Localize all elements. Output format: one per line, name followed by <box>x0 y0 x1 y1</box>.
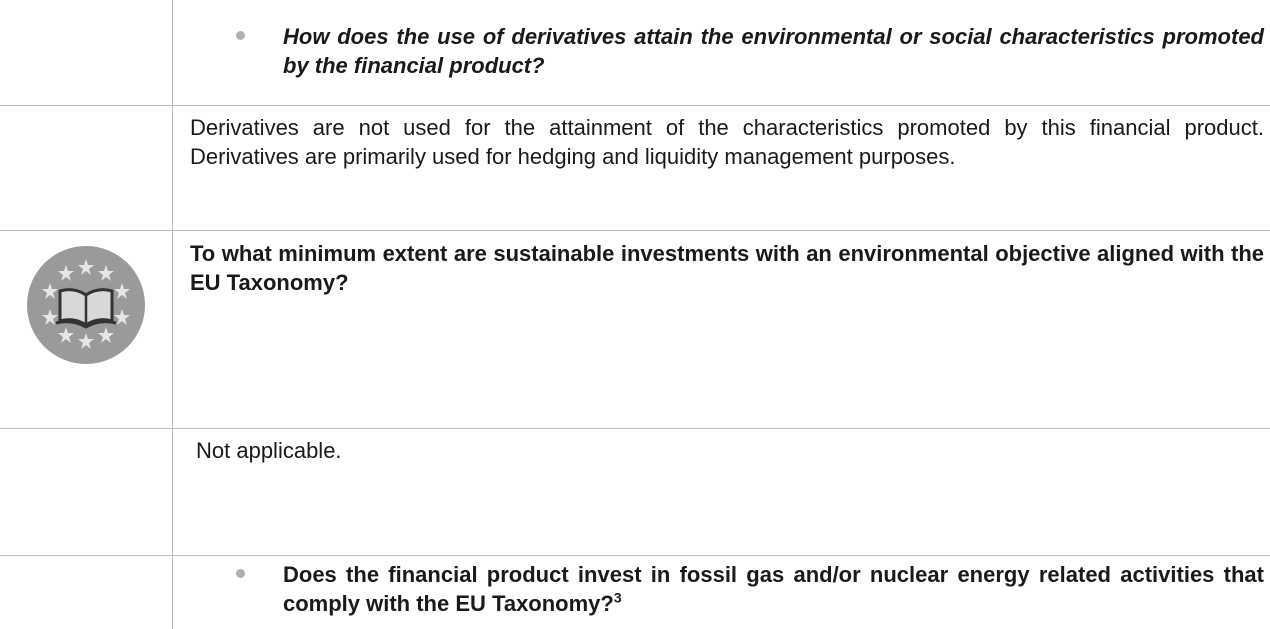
row-divider <box>0 230 1270 231</box>
bullet <box>236 569 245 578</box>
answer: Derivatives are not used for the attainm… <box>190 115 1264 169</box>
question: Does the financial product invest in fos… <box>283 560 1264 618</box>
footnote-ref: 3 <box>613 589 622 606</box>
row-divider <box>0 428 1270 429</box>
eu-icon <box>27 246 145 364</box>
question-text: Does the financial product invest in fos… <box>283 562 1264 616</box>
question: How does the use of derivatives attain t… <box>283 24 1264 78</box>
column-divider <box>172 0 173 629</box>
question: To what minimum extent are sustainable i… <box>190 241 1264 295</box>
row-divider <box>0 105 1270 106</box>
answer: Not applicable. <box>196 438 342 463</box>
row-divider <box>0 555 1270 556</box>
bullet <box>236 31 245 40</box>
